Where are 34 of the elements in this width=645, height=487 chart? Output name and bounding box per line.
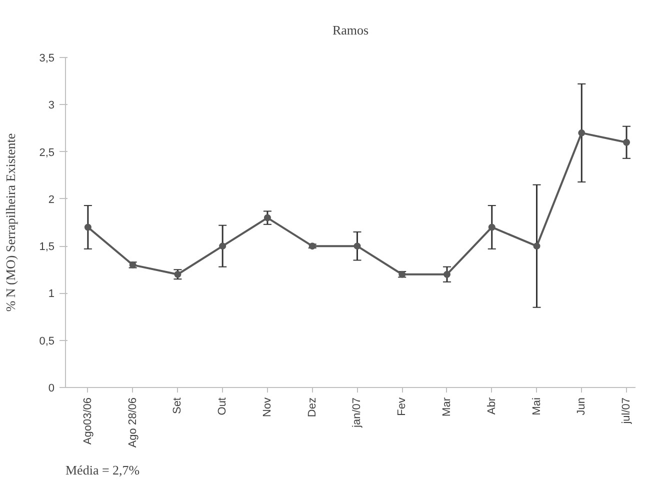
y-tick-label: 0,5 bbox=[39, 335, 55, 348]
x-tick-label: Out bbox=[216, 397, 229, 416]
x-tick-label: jul/07 bbox=[620, 398, 633, 425]
point bbox=[264, 214, 271, 222]
point bbox=[533, 242, 540, 250]
point bbox=[354, 242, 361, 250]
y-tick-label: 2 bbox=[48, 194, 55, 206]
point bbox=[623, 138, 630, 146]
x-tick-label: Nov bbox=[261, 397, 274, 418]
point bbox=[84, 224, 92, 231]
text: Média = 2,7% bbox=[66, 462, 140, 478]
point bbox=[219, 242, 226, 250]
y-tick-label: 3,5 bbox=[39, 52, 55, 64]
x-tick-label: Mar bbox=[440, 397, 453, 416]
x-tick-label: jan/07 bbox=[351, 397, 364, 428]
point bbox=[443, 270, 450, 278]
x-tick-label: Fev bbox=[396, 397, 408, 416]
y-tick-label: 0 bbox=[48, 382, 55, 394]
point bbox=[488, 224, 496, 231]
point bbox=[174, 270, 182, 278]
x-tick-label: Abr bbox=[486, 397, 498, 415]
y-axis-title: % N (MO) Serrapilheira Existente bbox=[3, 133, 18, 312]
x-tick-label: Dez bbox=[306, 398, 318, 418]
y-tick-label: 1 bbox=[48, 288, 55, 300]
x-tick-label: Mai bbox=[530, 397, 543, 416]
y-tick-label: 3 bbox=[48, 100, 55, 112]
chart-title: Ramos bbox=[332, 22, 369, 38]
y-tick-label: 2,5 bbox=[39, 146, 55, 159]
x-tick-label: Ago 28/06 bbox=[126, 398, 139, 448]
x-tick-label: Jun bbox=[576, 397, 588, 416]
point bbox=[578, 129, 586, 136]
x-tick-label: Set bbox=[172, 397, 184, 414]
x-tick-label: Ago03/06 bbox=[82, 397, 94, 445]
y-tick-label: 1,5 bbox=[39, 241, 55, 254]
